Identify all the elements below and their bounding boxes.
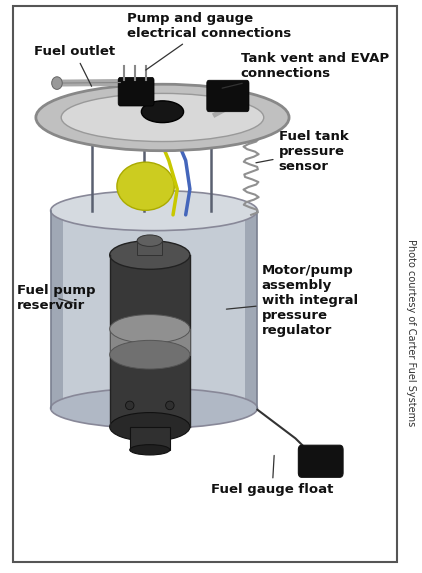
Text: Fuel pump
reservoir: Fuel pump reservoir	[17, 284, 95, 312]
Bar	[51, 210, 257, 408]
FancyBboxPatch shape	[118, 77, 154, 106]
Text: Fuel gauge float: Fuel gauge float	[211, 456, 333, 496]
Ellipse shape	[126, 401, 134, 410]
Ellipse shape	[110, 241, 190, 269]
Bar	[137, 241, 162, 255]
Bar	[130, 427, 170, 450]
Ellipse shape	[110, 315, 190, 343]
Ellipse shape	[117, 162, 174, 210]
Ellipse shape	[36, 84, 289, 151]
Ellipse shape	[51, 388, 257, 429]
Bar	[110, 255, 190, 427]
Text: Tank vent and EVAP
connections: Tank vent and EVAP connections	[222, 52, 389, 88]
Ellipse shape	[141, 101, 184, 123]
Text: Motor/pump
assembly
with integral
pressure
regulator: Motor/pump assembly with integral pressu…	[227, 264, 358, 337]
Ellipse shape	[110, 340, 190, 369]
Text: Pump and gauge
electrical connections: Pump and gauge electrical connections	[127, 12, 291, 70]
Ellipse shape	[110, 413, 190, 441]
Bar	[51, 210, 63, 408]
Bar	[110, 329, 190, 355]
Ellipse shape	[61, 93, 264, 142]
Ellipse shape	[51, 190, 257, 230]
Ellipse shape	[52, 77, 62, 89]
Bar	[245, 210, 257, 408]
Ellipse shape	[137, 235, 162, 246]
Text: Fuel outlet: Fuel outlet	[34, 45, 115, 87]
Text: Photo courtesy of Carter Fuel Systems: Photo courtesy of Carter Fuel Systems	[406, 239, 417, 426]
Bar	[17, 11, 392, 556]
Text: Fuel tank
pressure
sensor: Fuel tank pressure sensor	[256, 130, 348, 174]
Ellipse shape	[165, 401, 174, 410]
FancyBboxPatch shape	[207, 80, 249, 112]
FancyBboxPatch shape	[298, 445, 343, 477]
Ellipse shape	[130, 445, 170, 455]
